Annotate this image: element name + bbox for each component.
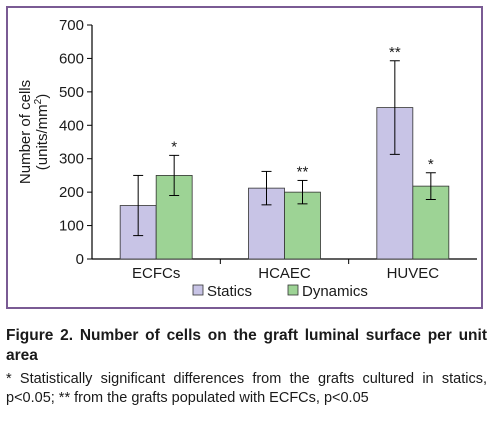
y-tick-label: 600 (59, 50, 84, 67)
significance-mark: * (171, 138, 177, 155)
y-tick-label: 400 (59, 117, 84, 134)
legend-label-statics: Statics (207, 283, 252, 300)
chart-frame: Number of cells (units/mm2) 0 100 200 300 40… (6, 6, 483, 309)
legend-label-dynamics: Dynamics (302, 283, 368, 300)
y-axis-label-line2: (units/mm2) (33, 94, 51, 170)
x-tick-label: ECFCs (132, 265, 180, 282)
legend-swatch-dynamics (287, 284, 299, 296)
y-axis-label: Number of cells (units/mm2) (17, 80, 51, 184)
legend-swatch-statics (192, 284, 204, 296)
legend: Statics Dynamics (192, 283, 368, 300)
y-tick-label: 300 (59, 151, 84, 168)
bar-chart: Number of cells (units/mm2) 0 100 200 300 40… (17, 17, 477, 300)
y-tick-label: 200 (59, 184, 84, 201)
figure-caption: Figure 2. Number of cells on the graft l… (6, 326, 487, 408)
significance-mark: ** (389, 44, 401, 61)
y-tick-label: 700 (59, 17, 84, 34)
significance-mark: ** (297, 163, 309, 180)
significance-mark: * (428, 156, 434, 173)
x-tick-label: HUVEC (387, 265, 440, 282)
y-tick-label: 500 (59, 84, 84, 101)
x-tick-label: HCAEC (258, 265, 311, 282)
y-tick-label: 100 (59, 218, 84, 235)
caption-title: Figure 2. Number of cells on the graft l… (6, 327, 487, 364)
y-axis-label-line1: Number of cells (17, 80, 34, 184)
y-tick-label: 0 (76, 251, 84, 268)
caption-note: * Statistically significant differences … (6, 371, 487, 406)
